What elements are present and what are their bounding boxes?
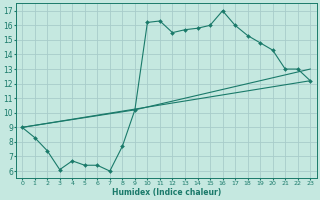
X-axis label: Humidex (Indice chaleur): Humidex (Indice chaleur) bbox=[112, 188, 221, 197]
